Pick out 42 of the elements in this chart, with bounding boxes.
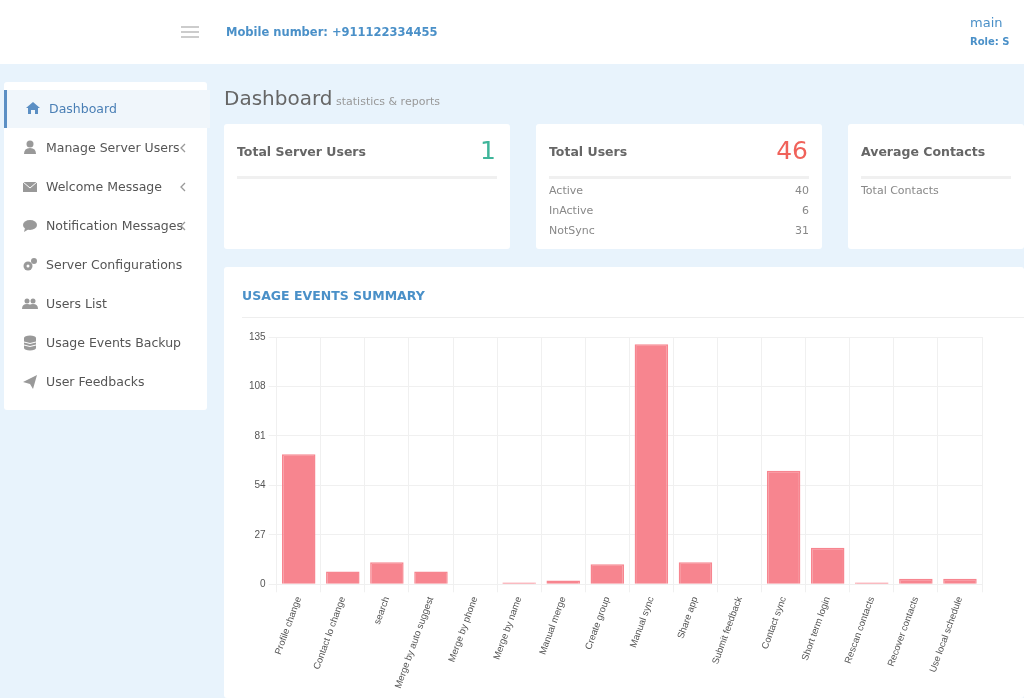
text: Server Configurations <box>46 257 183 272</box>
text: Dashboard <box>224 86 333 110</box>
text: 1 <box>480 136 496 165</box>
text: Mobile number: +911122334455 <box>226 25 438 39</box>
x-tick-label: Merge by phone <box>445 595 480 664</box>
text: 40 <box>795 184 809 197</box>
x-tick-label: Manual merge <box>536 595 568 656</box>
chart-title: USAGE EVENTS SUMMARY <box>242 288 425 303</box>
text: Total Server Users <box>237 144 366 159</box>
text: Average Contacts <box>861 144 986 159</box>
text: Dashboard <box>49 101 117 116</box>
y-tick-label: 108 <box>249 380 267 392</box>
text: 46 <box>776 136 808 165</box>
text: User Feedbacks <box>46 374 145 389</box>
text: statistics & reports <box>335 95 440 108</box>
x-tick-label: Profile change <box>271 595 304 656</box>
text: Usage Events Backup <box>46 335 182 350</box>
text: main <box>970 15 1003 30</box>
text: InActive <box>549 204 594 217</box>
text: 31 <box>795 224 809 237</box>
x-tick-label: Short term login <box>798 595 833 662</box>
y-tick-label: 54 <box>254 479 267 491</box>
text: Total Users <box>549 144 628 159</box>
y-tick-label: 27 <box>254 528 267 540</box>
text: Role: S <box>970 36 1010 47</box>
x-tick-label: Share app <box>674 595 700 641</box>
text: Active <box>549 184 584 197</box>
y-tick-label: 81 <box>254 429 267 441</box>
x-tick-label: search <box>371 595 392 626</box>
x-tick-label: Merge by auto suggest <box>391 594 436 690</box>
text: Manage Server Users <box>46 140 180 155</box>
text: Total Contacts <box>861 184 940 197</box>
text: NotSync <box>549 224 595 237</box>
y-tick-label: 0 <box>260 578 267 590</box>
x-tick-label: Create group <box>582 595 612 651</box>
x-tick-label: Merge by name <box>490 595 524 661</box>
x-tick-label: Manual sync <box>627 594 656 649</box>
text: 6 <box>802 204 809 217</box>
text: Notification Messages <box>46 218 183 233</box>
y-tick-label: 135 <box>249 330 267 342</box>
text: Users List <box>46 296 107 311</box>
text: Welcome Message <box>46 179 162 194</box>
